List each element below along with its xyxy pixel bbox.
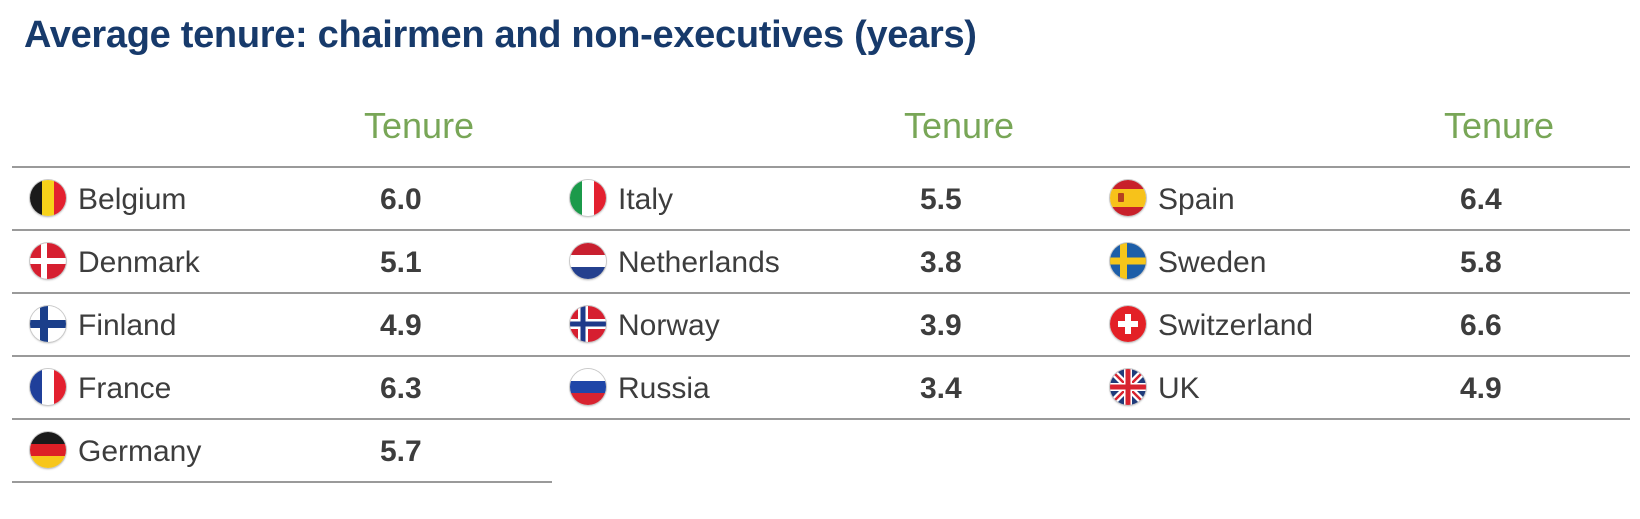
tenure-value: 5.5 xyxy=(920,183,962,216)
finland-flag-icon xyxy=(30,306,66,342)
russia-flag-icon xyxy=(570,369,606,405)
norway-flag-icon xyxy=(570,306,606,342)
column-header: Tenure xyxy=(12,100,552,166)
table-row: UK 4.9 xyxy=(1092,357,1630,420)
country-name: Denmark xyxy=(78,246,200,279)
country-name: Belgium xyxy=(78,183,187,216)
country-name: Finland xyxy=(78,309,177,342)
column-header-label: Tenure xyxy=(1444,105,1555,146)
table-column-1: Tenure Belgium 6.0 Denmark 5.1 Finland 4… xyxy=(12,100,552,483)
tenure-value: 6.4 xyxy=(1460,183,1502,216)
tenure-value: 3.4 xyxy=(920,372,962,405)
country-name: Netherlands xyxy=(618,246,780,279)
table-row: Germany 5.7 xyxy=(12,420,552,483)
uk-flag-icon xyxy=(1110,369,1146,405)
switzerland-flag-icon xyxy=(1110,306,1146,342)
table-row: Switzerland 6.6 xyxy=(1092,294,1630,357)
table-row: Italy 5.5 xyxy=(552,168,1092,231)
italy-flag-icon xyxy=(570,180,606,216)
table-row: Belgium 6.0 xyxy=(12,168,552,231)
country-name: UK xyxy=(1158,372,1200,405)
column-header-label: Tenure xyxy=(904,105,1015,146)
tenure-value: 6.0 xyxy=(380,183,422,216)
germany-flag-icon xyxy=(30,432,66,468)
table-column-3: Tenure Spain 6.4 Sweden 5.8 Switzerland … xyxy=(1092,100,1630,420)
tenure-value: 5.7 xyxy=(380,435,422,468)
country-name: Norway xyxy=(618,309,720,342)
table-column-2: Tenure Italy 5.5 Netherlands 3.8 Norway … xyxy=(552,100,1092,420)
country-name: France xyxy=(78,372,172,405)
country-name: Italy xyxy=(618,183,674,216)
table-row: Sweden 5.8 xyxy=(1092,231,1630,294)
table-row: Netherlands 3.8 xyxy=(552,231,1092,294)
table-rows: Spain 6.4 Sweden 5.8 Switzerland 6.6 UK … xyxy=(1092,166,1630,420)
tenure-value: 4.9 xyxy=(1460,372,1502,405)
france-flag-icon xyxy=(30,369,66,405)
table-row: Russia 3.4 xyxy=(552,357,1092,420)
tenure-value: 4.9 xyxy=(380,309,422,342)
table-row: Norway 3.9 xyxy=(552,294,1092,357)
belgium-flag-icon xyxy=(30,180,66,216)
column-header-label: Tenure xyxy=(364,105,475,146)
country-name: Russia xyxy=(618,372,710,405)
column-header: Tenure xyxy=(1092,100,1630,166)
table-row: Denmark 5.1 xyxy=(12,231,552,294)
country-name: Spain xyxy=(1158,183,1235,216)
table-rows: Belgium 6.0 Denmark 5.1 Finland 4.9 Fran… xyxy=(12,166,552,483)
table-row: Spain 6.4 xyxy=(1092,168,1630,231)
page-title: Average tenure: chairmen and non-executi… xyxy=(24,14,977,56)
tenure-value: 5.8 xyxy=(1460,246,1502,279)
netherlands-flag-icon xyxy=(570,243,606,279)
tenure-value: 3.8 xyxy=(920,246,962,279)
tenure-value: 6.3 xyxy=(380,372,422,405)
country-name: Switzerland xyxy=(1158,309,1314,342)
table-row: Finland 4.9 xyxy=(12,294,552,357)
country-name: Sweden xyxy=(1158,246,1267,279)
table-row: France 6.3 xyxy=(12,357,552,420)
column-header: Tenure xyxy=(552,100,1092,166)
denmark-flag-icon xyxy=(30,243,66,279)
tenure-value: 6.6 xyxy=(1460,309,1502,342)
spain-flag-icon xyxy=(1110,180,1146,216)
tenure-value: 3.9 xyxy=(920,309,962,342)
sweden-flag-icon xyxy=(1110,243,1146,279)
table-rows: Italy 5.5 Netherlands 3.8 Norway 3.9 Rus… xyxy=(552,166,1092,420)
country-name: Germany xyxy=(78,435,202,468)
tenure-value: 5.1 xyxy=(380,246,422,279)
